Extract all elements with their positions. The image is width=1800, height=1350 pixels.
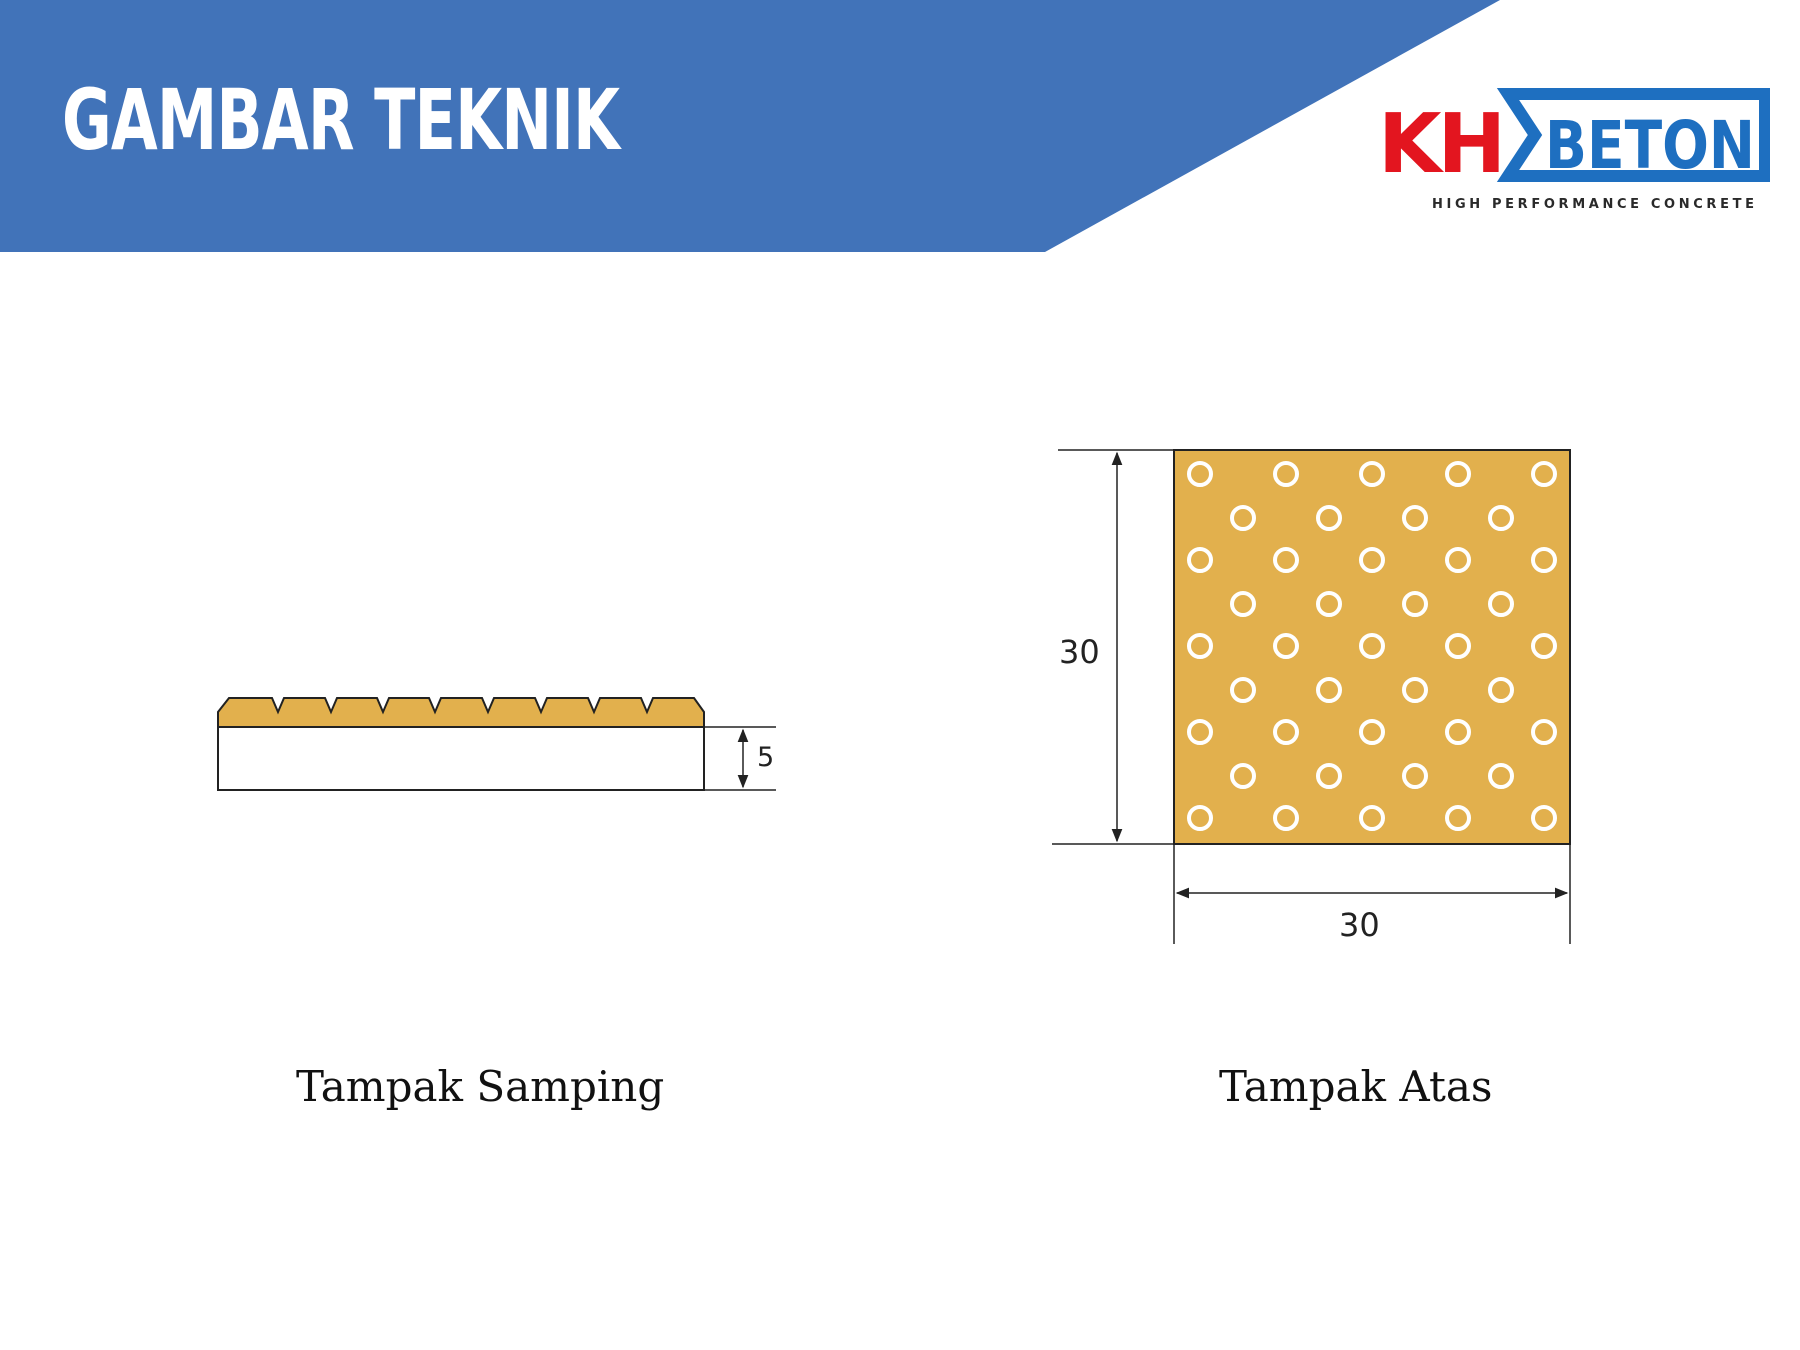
side-thickness-label: 5 (757, 742, 774, 773)
kh-beton-logo: KH BETON HIGH PERFORMANCE CONCRETE (1378, 88, 1770, 212)
tactile-dot (1531, 547, 1557, 573)
tactile-dot (1488, 677, 1514, 703)
top-view-caption: Tampak Atas (1219, 1062, 1493, 1111)
tactile-dot (1187, 719, 1213, 745)
tactile-dot (1445, 805, 1471, 831)
top-view: 30 30 (1052, 449, 1571, 944)
tactile-dot-grid (1187, 461, 1557, 831)
page-title: GAMBAR TEKNIK (62, 71, 620, 169)
tactile-dot (1230, 677, 1256, 703)
tactile-dot (1359, 547, 1385, 573)
top-width-label: 30 (1339, 906, 1380, 944)
tactile-dot (1230, 591, 1256, 617)
tactile-dot (1531, 805, 1557, 831)
logo-tagline: HIGH PERFORMANCE CONCRETE (1432, 197, 1754, 212)
tactile-dot (1316, 591, 1342, 617)
tactile-dot (1445, 719, 1471, 745)
tactile-dot (1273, 461, 1299, 487)
tactile-dot (1488, 505, 1514, 531)
tactile-dot (1488, 763, 1514, 789)
side-view-base (217, 726, 705, 791)
tactile-dot (1316, 763, 1342, 789)
tactile-dot (1402, 591, 1428, 617)
tactile-dot (1359, 461, 1385, 487)
tactile-dot (1273, 633, 1299, 659)
side-view-caption: Tampak Samping (296, 1062, 665, 1111)
top-view-tile (1173, 449, 1571, 845)
tactile-dot (1187, 805, 1213, 831)
top-height-label: 30 (1059, 633, 1100, 671)
logo-kh-text: KH (1378, 97, 1502, 192)
tactile-dot (1531, 719, 1557, 745)
tactile-dot (1273, 805, 1299, 831)
side-view-tactile-layer (217, 697, 705, 728)
tactile-dot (1316, 677, 1342, 703)
tactile-dot (1230, 505, 1256, 531)
tactile-dot (1359, 805, 1385, 831)
tactile-dot (1488, 591, 1514, 617)
tactile-dot (1402, 677, 1428, 703)
tactile-dot (1187, 633, 1213, 659)
logo-hexagon-icon (1496, 88, 1770, 182)
header-band (0, 0, 1500, 252)
tactile-dot (1359, 633, 1385, 659)
tactile-dot (1359, 719, 1385, 745)
tactile-dot (1531, 633, 1557, 659)
tactile-dot (1402, 763, 1428, 789)
tactile-dot (1402, 505, 1428, 531)
tactile-dot (1445, 633, 1471, 659)
tactile-dot (1230, 763, 1256, 789)
tactile-dot (1273, 719, 1299, 745)
logo-beton-text: BETON (1545, 107, 1755, 184)
tactile-dot (1445, 547, 1471, 573)
tactile-dot (1445, 461, 1471, 487)
tactile-dot (1187, 461, 1213, 487)
side-view: 5 (217, 697, 776, 791)
tactile-dot (1273, 547, 1299, 573)
tactile-dot (1187, 547, 1213, 573)
tactile-dot (1316, 505, 1342, 531)
tactile-dot (1531, 461, 1557, 487)
